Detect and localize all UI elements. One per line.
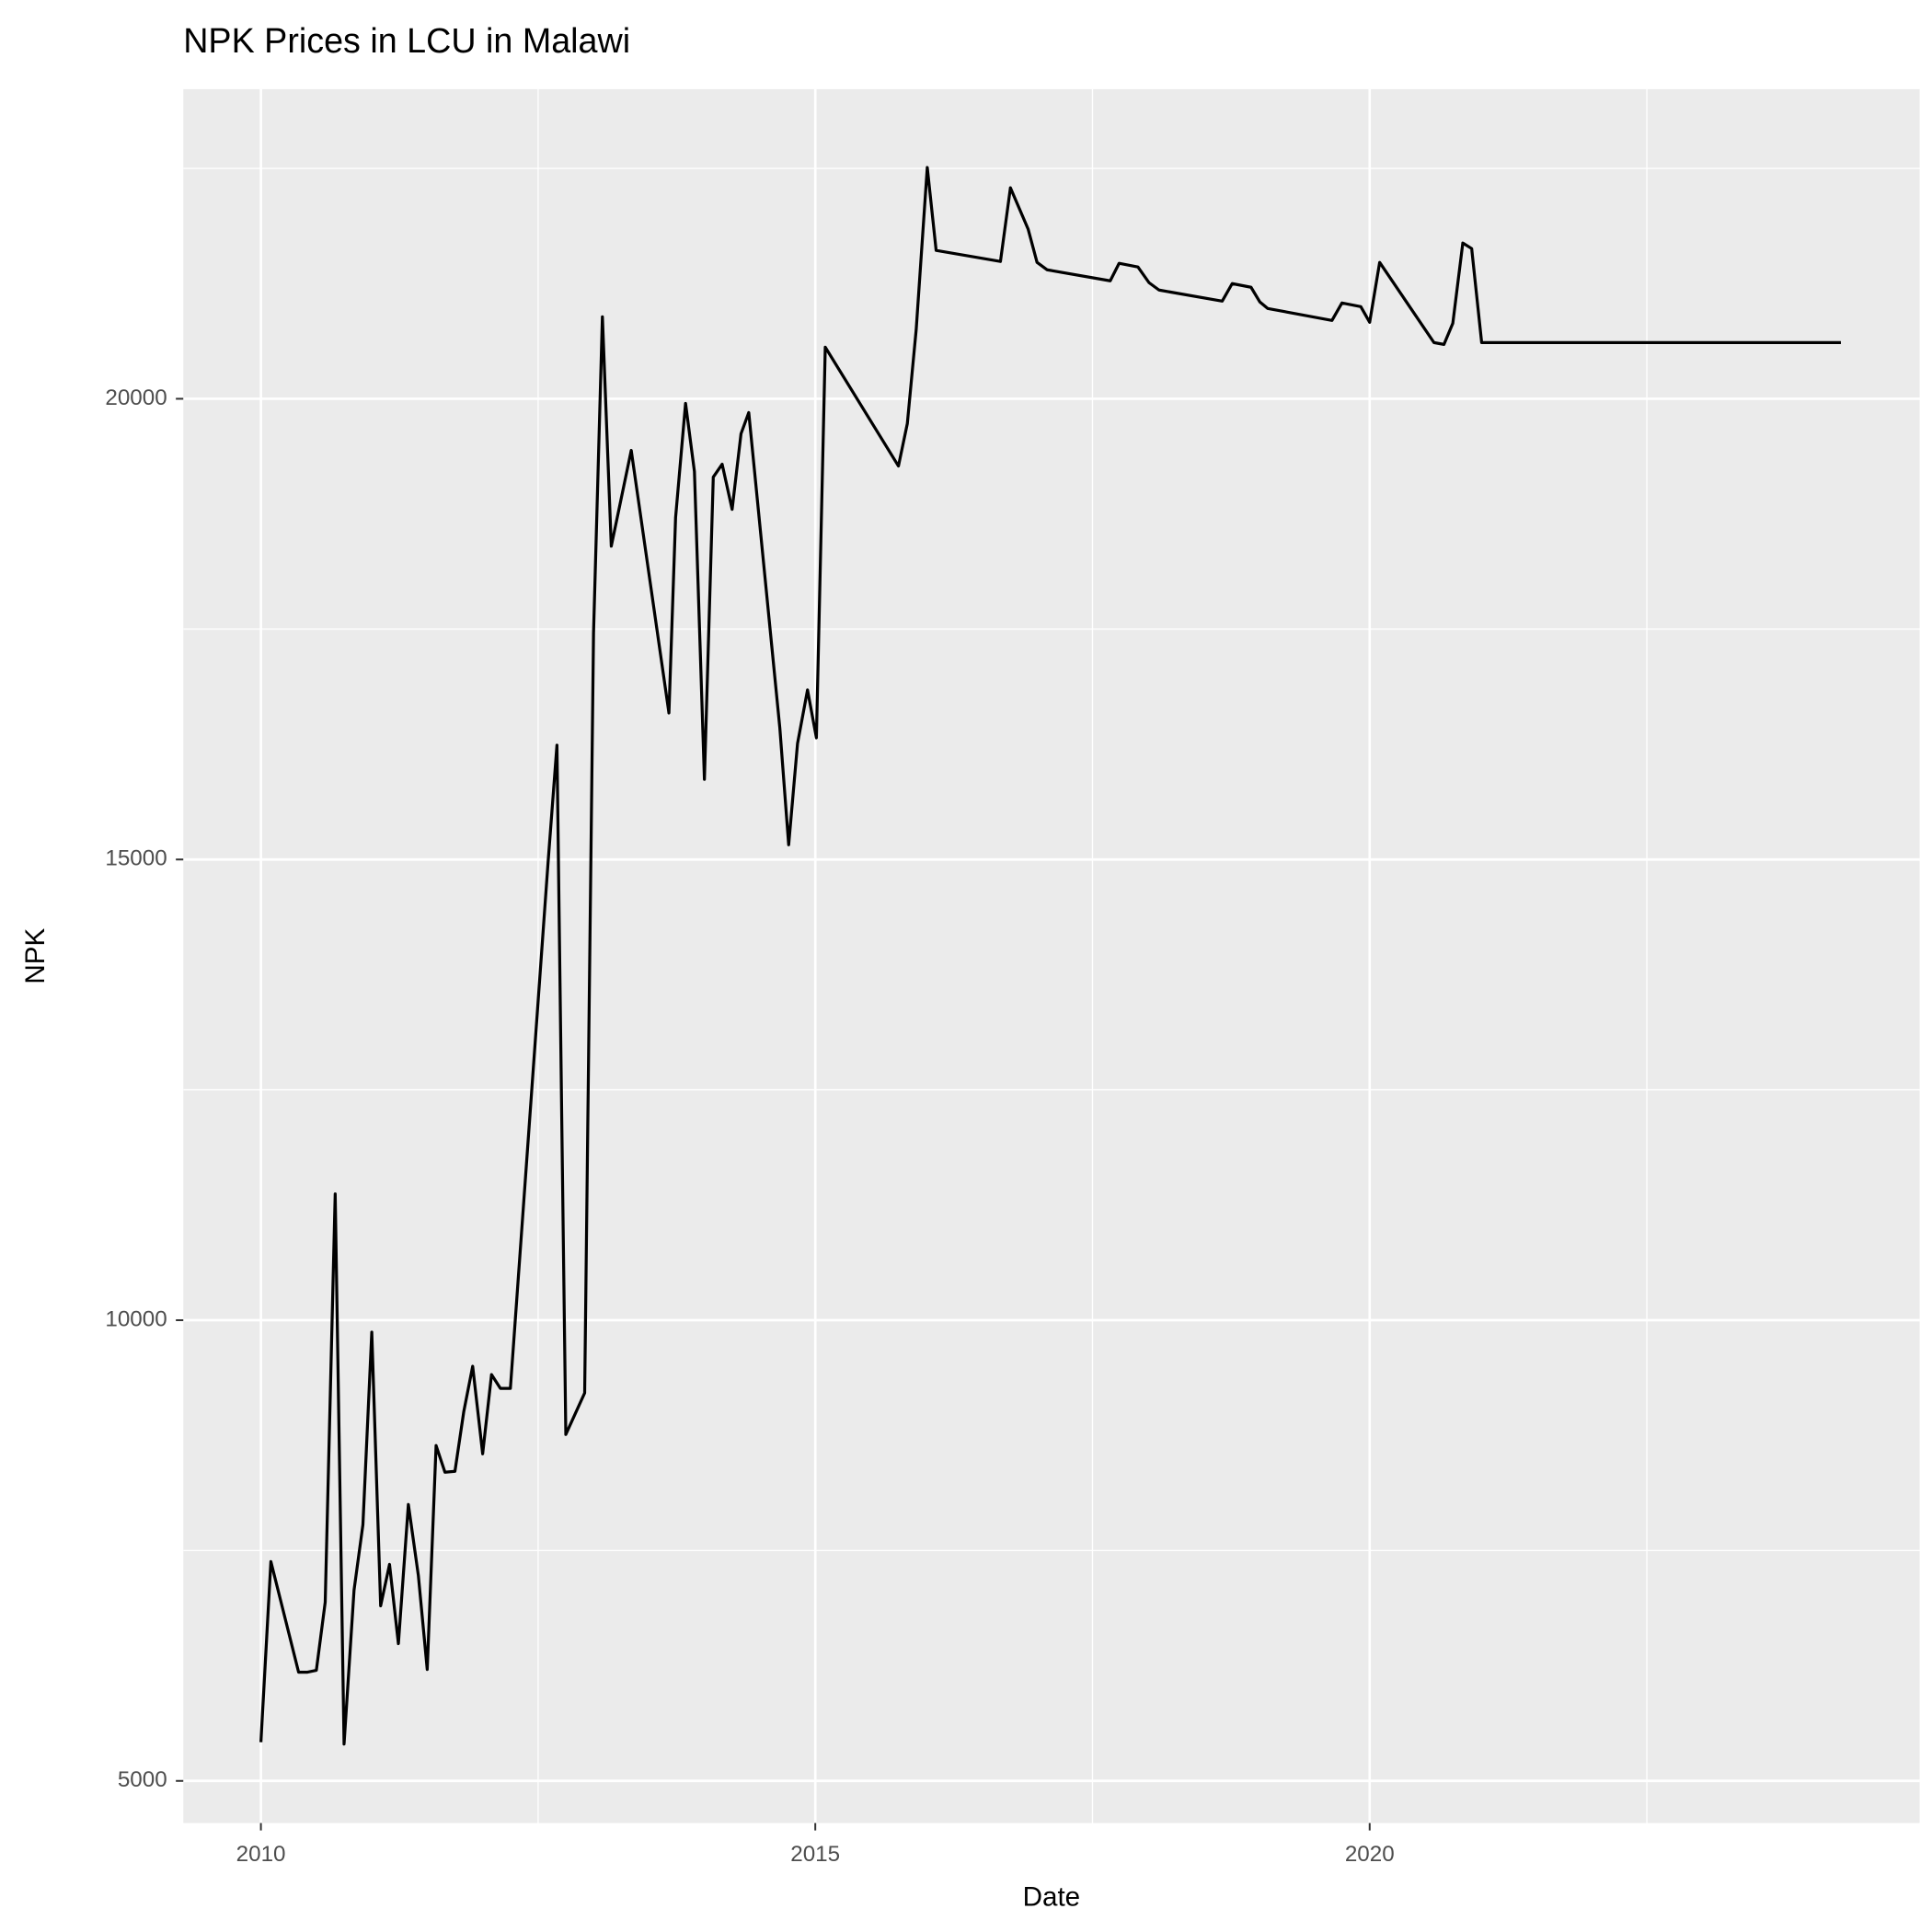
y-tick-label: 5000	[118, 1767, 167, 1792]
x-tick-label: 2010	[236, 1842, 286, 1867]
y-tick-label: 15000	[105, 846, 167, 871]
panel	[183, 88, 1920, 1823]
x-tick-label: 2015	[790, 1842, 840, 1867]
line	[259, 166, 1841, 1746]
y-tick-label: 20000	[105, 385, 167, 410]
chart-title: NPK Prices in LCU in Malawi	[183, 21, 630, 60]
x-axis-title: Date	[1023, 1881, 1081, 1912]
x-tick-label: 2020	[1345, 1842, 1395, 1867]
y-tick-label: 10000	[105, 1306, 167, 1331]
y-axis-title: NPK	[20, 928, 51, 984]
